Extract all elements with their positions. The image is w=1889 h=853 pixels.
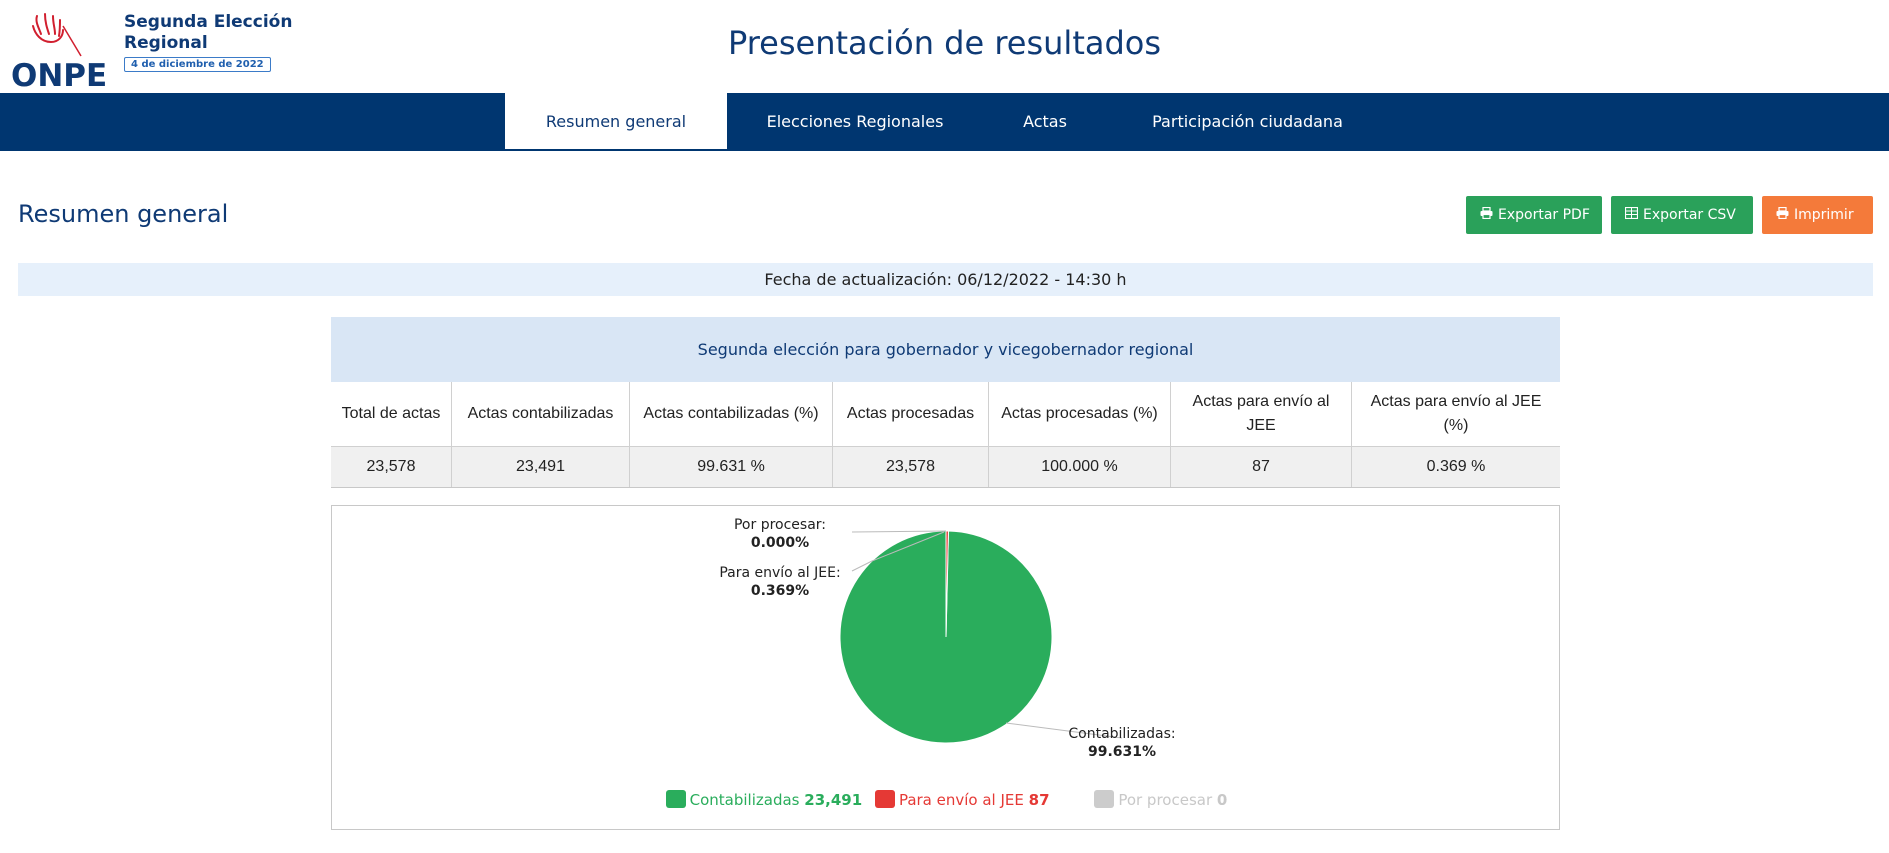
legend-swatch [874,790,895,808]
page-title: Presentación de resultados [727,24,1162,62]
header: ONPE Segunda Elección Regional 4 de dici… [0,0,1889,94]
header-actas-contabilizadas: Actas contabilizadas [452,382,630,446]
cell-actas-contabilizadas-pct: 99.631 % [630,447,833,487]
legend-item-contabilizadas[interactable]: Contabilizadas 23,491 [665,790,862,809]
update-date-bar: Fecha de actualización: 06/12/2022 - 14:… [18,263,1873,296]
header-actas-contabilizadas-pct: Actas contabilizadas (%) [630,382,833,446]
header-actas-jee: Actas para envío al JEE [1171,382,1352,446]
hand-vote-icon [32,13,82,57]
cell-total-actas: 23,578 [331,447,452,487]
legend-item-por-procesar[interactable]: Por procesar 0 [1094,790,1227,809]
export-csv-label: Exportar CSV [1643,207,1736,223]
chart-legend: Contabilizadas 23,491 Para envío al JEE … [332,790,1561,809]
onpe-logo[interactable]: ONPE [5,12,115,94]
printer-icon [1480,197,1493,235]
tab-resumen-general[interactable]: Resumen general [505,93,727,151]
pie-chart: Por procesar: 0.000% Para envío al JEE: 0.… [331,505,1560,830]
table-caption: Segunda elección para gobernador y viceg… [331,317,1560,382]
leader-contabilizadas [1005,722,1123,739]
leader-por-procesar [851,530,947,533]
main-nav: Resumen general Elecciones Regionales Ac… [0,93,1889,151]
legend-swatch [665,790,686,808]
logo-text: ONPE [11,58,108,94]
cell-actas-contabilizadas: 23,491 [452,447,630,487]
tab-participacion-ciudadana[interactable]: Participación ciudadana [1152,112,1343,131]
export-pdf-label: Exportar PDF [1498,207,1590,223]
print-label: Imprimir [1794,207,1854,223]
header-actas-jee-pct: Actas para envío al JEE (%) [1370,393,1542,434]
cell-actas-procesadas: 23,578 [833,447,989,487]
header-total-actas: Total de actas [331,382,452,446]
legend-item-para-envio-jee[interactable]: Para envío al JEE 87 [874,790,1050,809]
print-button[interactable]: Imprimir [1762,196,1873,234]
header-actas-procesadas-pct: Actas procesadas (%) [989,382,1171,446]
cell-actas-procesadas-pct: 100.000 % [989,447,1171,487]
label-contabilizadas: Contabilizadas: 99.631% [1068,726,1176,760]
tab-elecciones-regionales[interactable]: Elecciones Regionales [766,112,944,131]
spreadsheet-icon [1624,197,1639,235]
section-title: Resumen general [18,200,229,228]
slice-para-envio-jee[interactable] [945,530,949,638]
leader-para-envio-jee [851,531,945,572]
election-title: Segunda Elección Regional [124,12,293,53]
table-header-row: Total de actas Actas contabilizadas Acta… [331,382,1560,447]
legend-swatch [1094,790,1115,808]
cell-actas-jee-pct: 0.369 % [1426,458,1486,475]
pie-chart-canvas [839,530,1123,744]
label-por-procesar: Por procesar: 0.000% [733,517,827,551]
table-row: 23,578 23,491 99.631 % 23,578 100.000 % … [331,447,1560,488]
printer-icon [1776,197,1789,235]
cell-actas-jee: 87 [1171,447,1352,487]
header-actas-procesadas: Actas procesadas [833,382,989,446]
election-date-badge: 4 de diciembre de 2022 [124,57,271,72]
label-para-envio-jee: Para envío al JEE: 0.369% [719,565,841,599]
export-pdf-button[interactable]: Exportar PDF [1466,196,1602,234]
tab-actas[interactable]: Actas [1023,112,1067,131]
export-csv-button[interactable]: Exportar CSV [1611,196,1753,234]
